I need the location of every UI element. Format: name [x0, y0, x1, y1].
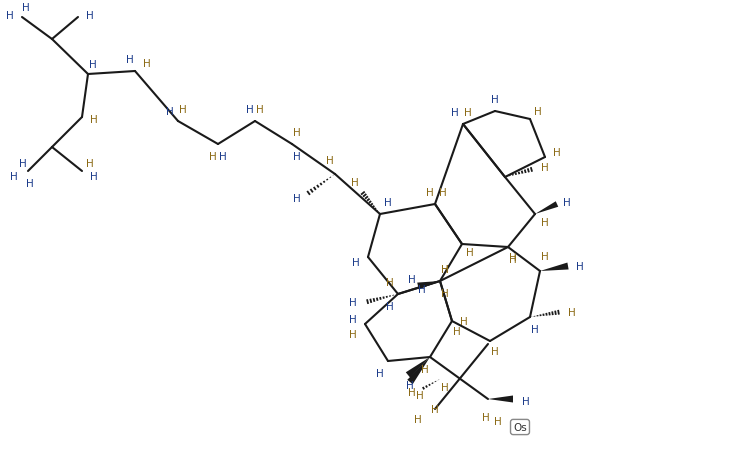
Text: H: H [418, 284, 426, 294]
Text: H: H [416, 390, 424, 400]
Text: H: H [464, 108, 472, 118]
Polygon shape [540, 263, 569, 271]
Text: H: H [576, 262, 584, 271]
Text: H: H [553, 148, 561, 158]
Text: H: H [441, 288, 449, 298]
Text: H: H [89, 60, 97, 70]
Text: H: H [466, 247, 474, 257]
Text: H: H [386, 277, 394, 288]
Text: H: H [219, 152, 227, 162]
Text: H: H [431, 404, 439, 414]
Text: H: H [491, 95, 499, 105]
Text: H: H [509, 252, 517, 263]
Text: H: H [143, 59, 151, 69]
Text: H: H [386, 301, 394, 311]
Text: H: H [246, 105, 254, 115]
Text: H: H [22, 3, 30, 13]
Text: H: H [384, 198, 392, 207]
Text: H: H [6, 11, 14, 21]
Text: H: H [166, 107, 174, 117]
Text: H: H [541, 163, 549, 173]
Text: H: H [349, 314, 357, 324]
Text: H: H [460, 316, 468, 326]
Text: H: H [376, 368, 384, 378]
Text: H: H [439, 188, 447, 198]
Text: H: H [209, 152, 217, 162]
Text: H: H [349, 329, 357, 339]
Text: H: H [19, 159, 27, 169]
Polygon shape [407, 357, 430, 384]
Text: H: H [426, 188, 434, 198]
Text: H: H [408, 387, 416, 397]
Text: H: H [541, 218, 549, 227]
Text: H: H [421, 364, 429, 374]
Text: H: H [414, 414, 422, 424]
Text: H: H [534, 107, 542, 117]
Text: H: H [293, 128, 301, 138]
Text: H: H [86, 159, 94, 169]
Text: H: H [441, 264, 449, 275]
Text: H: H [453, 326, 461, 336]
Text: H: H [451, 108, 459, 118]
Text: H: H [86, 11, 94, 21]
Text: H: H [293, 152, 301, 162]
Text: H: H [351, 178, 359, 188]
Text: H: H [406, 380, 414, 390]
Text: H: H [179, 105, 187, 115]
Text: H: H [256, 105, 264, 115]
Polygon shape [535, 202, 558, 214]
Polygon shape [406, 357, 430, 378]
Text: H: H [441, 264, 449, 275]
Text: H: H [408, 275, 416, 284]
Text: H: H [11, 172, 18, 181]
Text: H: H [349, 297, 357, 307]
Text: H: H [522, 396, 530, 406]
Text: Os: Os [513, 422, 527, 432]
Text: H: H [293, 194, 301, 204]
Polygon shape [488, 396, 513, 403]
Text: H: H [509, 255, 517, 264]
Text: H: H [563, 198, 571, 207]
Text: H: H [326, 156, 334, 166]
Text: H: H [482, 412, 490, 422]
Text: H: H [541, 251, 549, 262]
Text: H: H [126, 55, 134, 65]
Text: H: H [531, 324, 539, 334]
Text: H: H [90, 115, 98, 125]
Text: H: H [491, 346, 499, 356]
Text: H: H [26, 179, 34, 188]
Polygon shape [417, 282, 440, 290]
Text: H: H [90, 172, 98, 181]
Text: H: H [494, 416, 502, 426]
Text: H: H [352, 257, 360, 268]
Text: H: H [568, 307, 576, 317]
Text: H: H [441, 382, 449, 392]
